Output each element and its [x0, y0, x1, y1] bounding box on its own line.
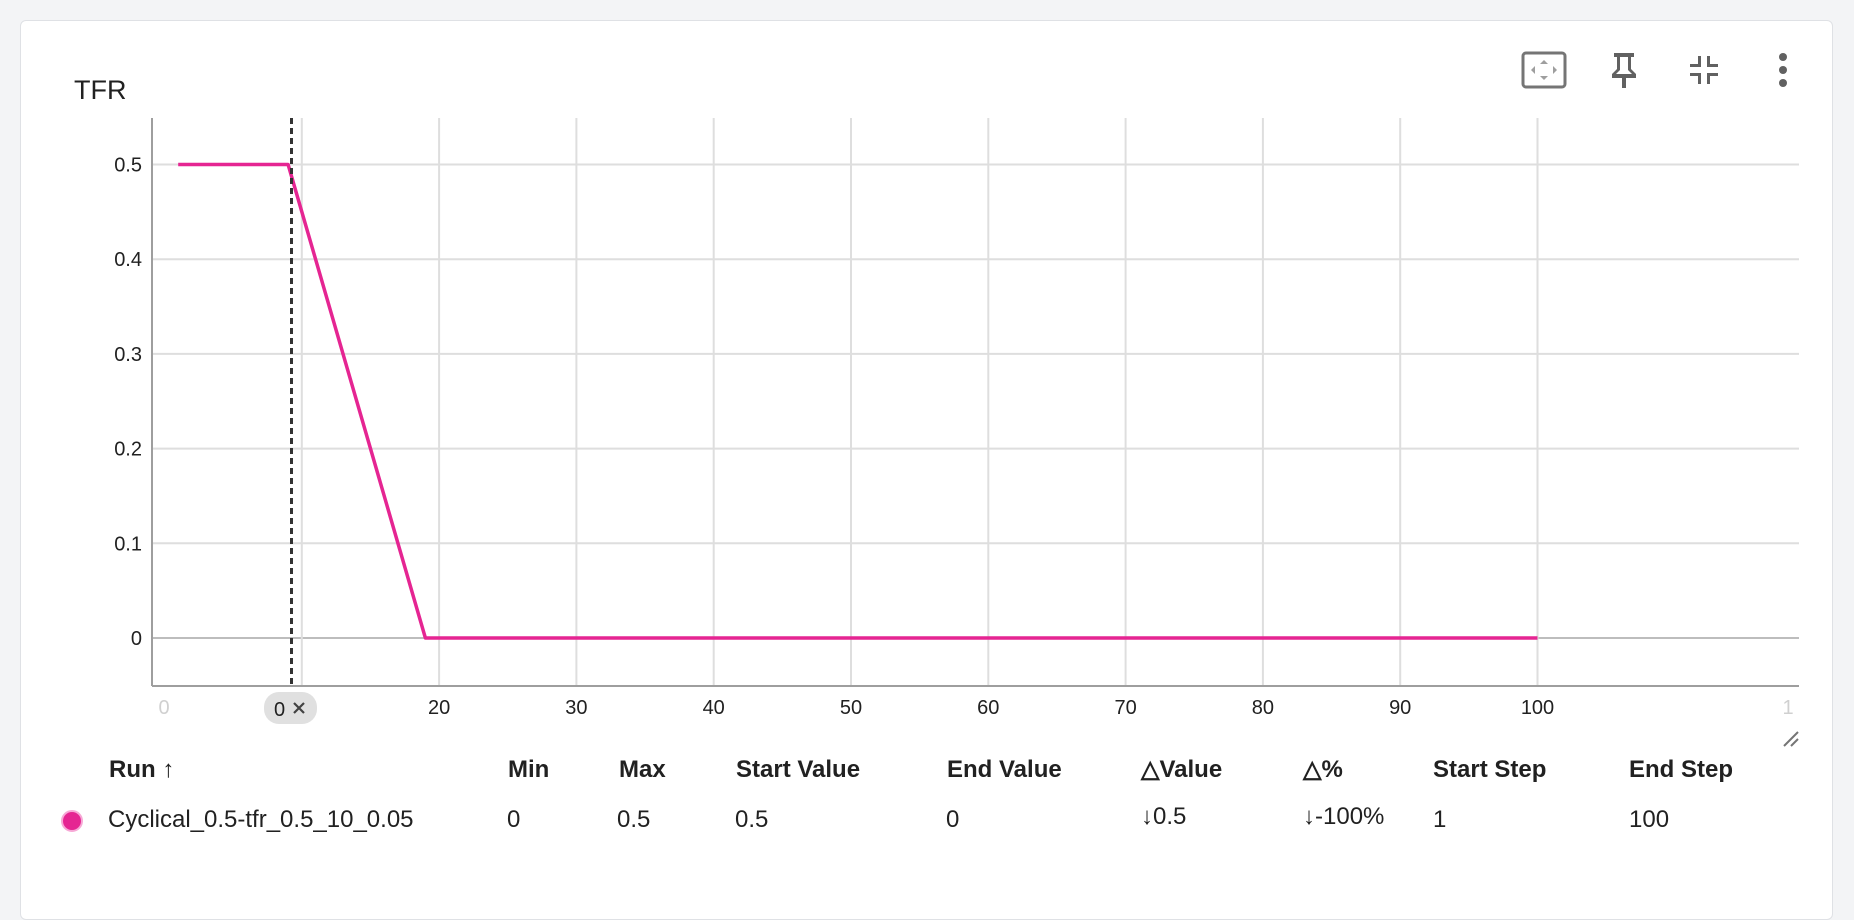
y-tick-label: 0.4 [114, 249, 142, 271]
y-tick-label: 0.2 [114, 439, 142, 461]
y-tick-label: 0.5 [114, 155, 142, 177]
x-tick-label: 60 [977, 697, 999, 719]
pin-icon [1612, 53, 1636, 88]
resize-handle[interactable] [1780, 728, 1800, 748]
y-tick-label: 0.1 [114, 533, 142, 555]
x-tick-label: 90 [1389, 697, 1411, 719]
x-tick-label: 100 [1521, 697, 1554, 719]
cell-min: 0 [507, 806, 521, 833]
step-selector-label: 0 [274, 699, 285, 721]
y-tick-label: 0.3 [114, 344, 142, 366]
cell-max: 0.5 [617, 806, 651, 833]
column-header-delta-value[interactable]: △Value [1141, 756, 1223, 783]
column-header-start-value[interactable]: Start Value [736, 756, 861, 783]
column-header-end-value[interactable]: End Value [947, 756, 1062, 783]
x-tick-label: 80 [1252, 697, 1274, 719]
card-title: TFR [74, 75, 127, 105]
cell-start-value: 0.5 [735, 806, 769, 833]
fit-to-domain-icon [1521, 51, 1567, 89]
table-row: Cyclical_0.5-tfr_0.5_10_0.05 0 0.5 0.5 0… [0, 800, 1854, 840]
column-header-run[interactable]: Run ↑ [109, 756, 175, 783]
scalar-card: TFR [20, 20, 1833, 920]
arrow-up-icon: ↑ [162, 756, 175, 783]
cell-delta-pct: ↓-100% [1303, 803, 1385, 830]
cell-end-value: 0 [946, 806, 960, 833]
cell-delta-value: ↓0.5 [1141, 803, 1187, 830]
pin-button[interactable] [1598, 44, 1650, 96]
table-header: Run ↑ Min Max Start Value End Value △Val… [0, 750, 1854, 790]
more-options-button[interactable] [1757, 44, 1809, 96]
close-icon[interactable] [293, 702, 305, 714]
more-vert-icon [1779, 53, 1787, 87]
x-tick-label: 70 [1114, 697, 1136, 719]
x-tick-label: 40 [703, 697, 725, 719]
x-tick-label: 50 [840, 697, 862, 719]
cell-start-step: 1 [1433, 806, 1447, 833]
line-chart[interactable]: 00.10.20.30.40.5 10203040506070809010001… [0, 0, 1854, 740]
resize-icon [1783, 731, 1799, 747]
column-header-max[interactable]: Max [619, 756, 666, 783]
x-tick-label: 30 [565, 697, 587, 719]
x-tick-label-faint: 0 [158, 697, 169, 719]
fit-to-domain-button[interactable] [1518, 44, 1570, 96]
series-line[interactable] [178, 162, 1538, 640]
run-color-swatch[interactable] [61, 810, 83, 832]
y-tick-label: 0 [131, 628, 142, 650]
x-tick-label: 20 [428, 697, 450, 719]
column-header-start-step[interactable]: Start Step [1433, 756, 1547, 783]
x-tick-label-faint: 1 [1782, 697, 1793, 719]
column-header-end-step[interactable]: End Step [1629, 756, 1734, 783]
step-selector-chip[interactable]: 0 [264, 692, 317, 724]
column-header-min[interactable]: Min [508, 756, 550, 783]
column-header-delta-pct[interactable]: △% [1303, 756, 1343, 783]
cell-end-step: 100 [1629, 806, 1670, 833]
cell-run: Cyclical_0.5-tfr_0.5_10_0.05 [108, 806, 414, 833]
